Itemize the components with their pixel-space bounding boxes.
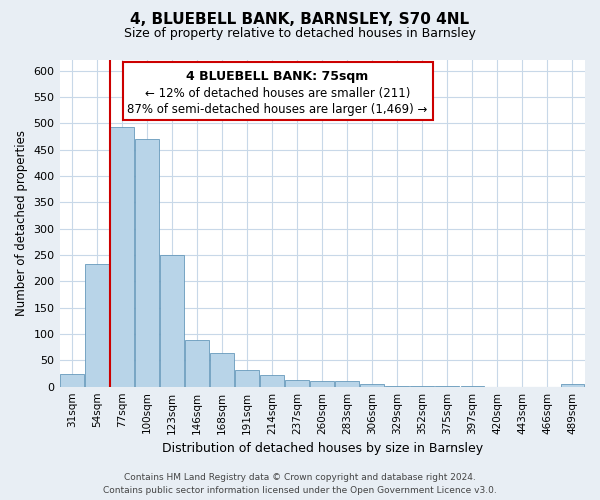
Bar (260, 374, 284, 386)
FancyBboxPatch shape (122, 62, 433, 120)
Bar (286, 380, 309, 386)
Bar (235, 370, 259, 386)
Bar (335, 382, 359, 386)
Bar (160, 255, 184, 386)
Text: 4, BLUEBELL BANK, BARNSLEY, S70 4NL: 4, BLUEBELL BANK, BARNSLEY, S70 4NL (130, 12, 470, 28)
Text: 4 BLUEBELL BANK: 75sqm: 4 BLUEBELL BANK: 75sqm (187, 70, 369, 83)
Text: Contains HM Land Registry data © Crown copyright and database right 2024.
Contai: Contains HM Land Registry data © Crown c… (103, 473, 497, 495)
Bar (310, 382, 334, 386)
Bar (560, 384, 584, 386)
Bar (60, 374, 84, 386)
Bar (110, 127, 134, 386)
Bar (135, 139, 159, 386)
Bar (85, 264, 109, 386)
Bar (361, 384, 384, 386)
Bar (185, 340, 209, 386)
X-axis label: Distribution of detached houses by size in Barnsley: Distribution of detached houses by size … (162, 442, 483, 455)
Text: ← 12% of detached houses are smaller (211): ← 12% of detached houses are smaller (21… (145, 86, 410, 100)
Y-axis label: Number of detached properties: Number of detached properties (15, 130, 28, 316)
Bar (210, 354, 234, 386)
Text: 87% of semi-detached houses are larger (1,469) →: 87% of semi-detached houses are larger (… (127, 104, 428, 117)
Text: Size of property relative to detached houses in Barnsley: Size of property relative to detached ho… (124, 28, 476, 40)
